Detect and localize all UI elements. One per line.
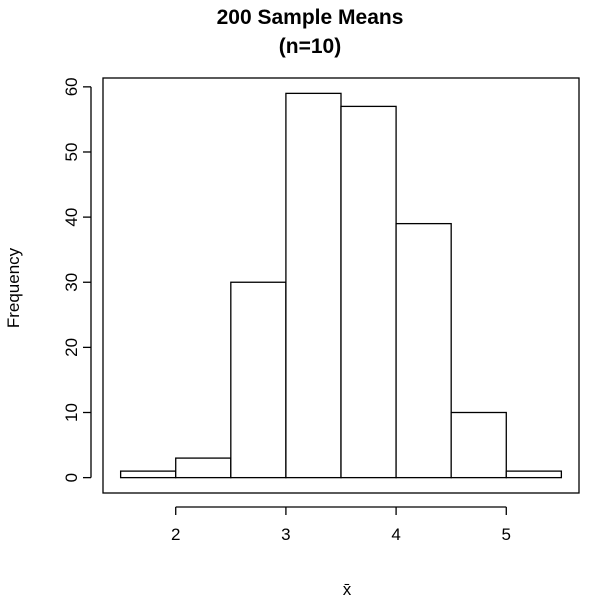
- x-tick-label: 3: [281, 525, 290, 544]
- chart-title-line1: 200 Sample Means: [217, 6, 404, 29]
- histogram-bar-3: [285, 92, 342, 479]
- histogram-bar-5: [395, 222, 452, 479]
- plot-frame: [102, 77, 580, 494]
- y-tick-label: 40: [62, 208, 81, 227]
- histogram-bar-0: [119, 470, 177, 479]
- histogram-bar-1: [175, 457, 232, 479]
- y-tick-label: 30: [62, 273, 81, 292]
- histogram-bar-2: [230, 281, 287, 479]
- histogram-bar-4: [340, 105, 397, 479]
- x-axis: 2 3 4 5: [171, 506, 511, 544]
- y-tick-label: 60: [62, 77, 81, 96]
- y-axis-label: Frequency: [4, 247, 23, 328]
- x-tick-label: 2: [171, 525, 180, 544]
- histogram-bar-6: [450, 411, 507, 479]
- x-tick-label: 4: [391, 525, 400, 544]
- y-tick-label: 0: [62, 473, 81, 482]
- y-tick-label: 50: [62, 143, 81, 162]
- chart-title-line2: (n=10): [279, 35, 341, 58]
- y-tick-label: 10: [62, 403, 81, 422]
- bars-group: [119, 92, 563, 479]
- y-tick-label: 20: [62, 338, 81, 357]
- histogram-bar-7: [505, 470, 563, 479]
- x-axis-label: x̄: [343, 580, 352, 599]
- x-tick-label: 5: [502, 525, 511, 544]
- y-axis: 0 10 20 30 40 50 60: [62, 77, 92, 482]
